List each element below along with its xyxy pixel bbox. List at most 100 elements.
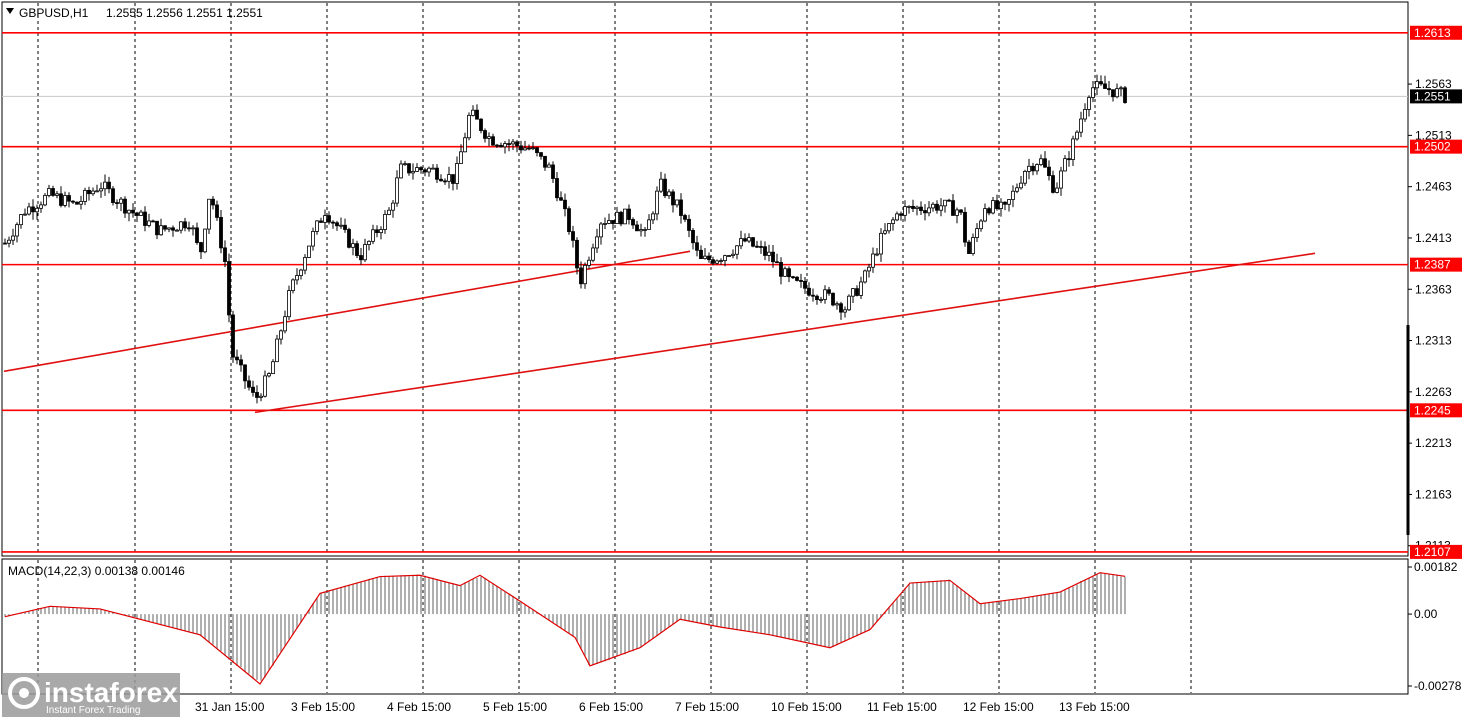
candle-body-251: [1007, 199, 1011, 205]
candle-body-222: [891, 219, 895, 224]
candle-body-146: [587, 259, 591, 266]
candle-body-50: [203, 228, 207, 253]
collapse-triangle-icon[interactable]: [6, 8, 14, 14]
candle-body-250: [1003, 201, 1007, 205]
level-tag-label-1.2107: 1.2107: [1414, 545, 1451, 559]
candle-body-176: [707, 255, 711, 261]
trendline-2: [254, 252, 1316, 414]
candle-body-9: [39, 204, 43, 209]
candle-body-169: [679, 199, 683, 216]
candle-body-155: [623, 208, 627, 225]
candle-body-202: [811, 294, 815, 297]
candle-body-211: [847, 295, 851, 311]
candle-body-28: [115, 202, 119, 204]
candle-body-166: [667, 191, 671, 197]
price-axis: 1.2563 1.2513 1.2463 1.2413 1.2363 1.2313 1.22…: [1406, 25, 1462, 693]
candle-body-272: [1091, 87, 1095, 98]
candle-body-139: [559, 197, 563, 201]
macd-signal-line: [4, 572, 1126, 685]
candle-body-225: [903, 206, 907, 216]
current-price-tag: [1410, 89, 1462, 104]
candle-body-102: [411, 171, 415, 174]
candle-body-231: [927, 207, 931, 214]
candle-body-54: [219, 217, 223, 249]
candle-body-91: [367, 240, 371, 245]
candle-body-187: [751, 237, 755, 247]
candle-body-186: [747, 237, 751, 242]
candle-body-192: [771, 251, 775, 263]
candle-body-115: [463, 137, 467, 153]
candle-body-247: [991, 200, 995, 214]
current-price-label: 1.2551: [1414, 89, 1451, 103]
candle-body-104: [419, 167, 423, 171]
candle-body-62: [251, 386, 255, 393]
candle-body-160: [643, 229, 647, 231]
candle-body-22: [91, 190, 95, 195]
candle-body-263: [1055, 187, 1059, 193]
candle-body-154: [619, 211, 623, 225]
candle-body-117: [471, 109, 475, 116]
candle-body-116: [467, 114, 471, 139]
candle-body-23: [95, 190, 99, 193]
candle-body-185: [743, 238, 747, 242]
ohlc-values: 1.2555 1.2556 1.2551 1.2551: [106, 6, 263, 20]
candle-body-276: [1107, 88, 1111, 91]
candle-body-89: [359, 255, 363, 261]
candle-body-75: [303, 257, 307, 271]
candle-body-43: [175, 229, 179, 232]
candle-body-14: [59, 193, 63, 206]
candle-body-212: [851, 288, 855, 297]
candle-body-34: [139, 211, 143, 216]
price-tick-label-1.2163: 1.2163: [1415, 487, 1452, 501]
candle-body-49: [199, 242, 203, 253]
candle-body-106: [427, 167, 431, 173]
candle-body-217: [871, 253, 875, 268]
candle-body-71: [287, 290, 291, 318]
candle-body-264: [1059, 170, 1063, 189]
candle-body-58: [235, 356, 239, 361]
level-tag-label-1.2502: 1.2502: [1414, 140, 1451, 154]
candle-body-279: [1119, 87, 1123, 90]
candle-body-257: [1031, 165, 1035, 172]
level-tag-label-1.2387: 1.2387: [1414, 258, 1451, 272]
candle-body-119: [479, 118, 483, 131]
candle-body-149: [599, 223, 603, 238]
candle-body-57: [231, 314, 235, 358]
candle-body-51: [207, 198, 211, 230]
candle-body-13: [55, 193, 59, 196]
candle-body-47: [191, 227, 195, 230]
candle-body-204: [819, 299, 823, 301]
time-label-1: 3 Feb 15:00: [291, 700, 355, 714]
candle-body-184: [739, 238, 743, 247]
candle-body-7: [31, 206, 35, 213]
candle-body-183: [735, 245, 739, 255]
time-label-2: 4 Feb 15:00: [387, 700, 451, 714]
candle-body-95: [383, 214, 387, 230]
candle-body-129: [519, 145, 523, 151]
candle-body-78: [315, 220, 319, 232]
candle-body-2: [11, 235, 15, 241]
candle-body-114: [459, 151, 463, 164]
candle-body-109: [439, 178, 443, 182]
candle-body-53: [215, 204, 219, 218]
candle-body-230: [923, 210, 927, 214]
candle-body-29: [119, 198, 123, 204]
candle-body-190: [763, 246, 767, 256]
time-label-7: 11 Feb 15:00: [867, 700, 937, 714]
candle-body-266: [1067, 158, 1071, 161]
candle-body-237: [951, 200, 955, 216]
level-tag-label-1.2245: 1.2245: [1414, 403, 1451, 417]
price-pane-frame: [1, 1, 1409, 557]
candle-body-64: [259, 395, 263, 398]
candle-body-200: [803, 280, 807, 289]
candle-body-234: [939, 205, 943, 211]
candle-body-121: [487, 136, 491, 139]
candle-body-130: [523, 147, 527, 151]
candle-body-105: [423, 169, 427, 173]
price-tick-label-1.2463: 1.2463: [1415, 180, 1452, 194]
candle-body-66: [267, 373, 271, 377]
candle-body-216: [867, 266, 871, 272]
candle-body-170: [683, 215, 687, 220]
candle-body-79: [319, 220, 323, 223]
candle-body-93: [375, 229, 379, 234]
